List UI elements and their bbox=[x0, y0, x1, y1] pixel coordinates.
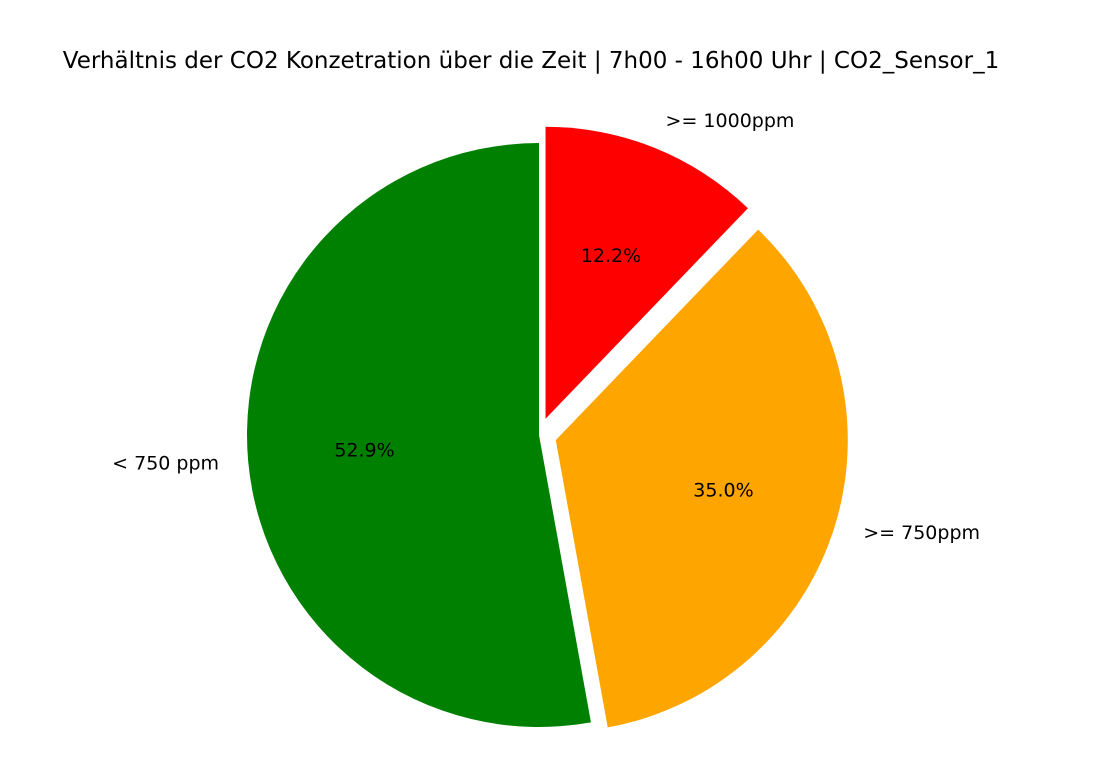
pie-slice-label-2: >= 1000ppm bbox=[666, 110, 795, 132]
chart-title: Verhältnis der CO2 Konzetration über die… bbox=[63, 48, 999, 74]
pie-slice-label-0: < 750 ppm bbox=[112, 453, 219, 475]
pie-slice-label-1: >= 750ppm bbox=[863, 522, 980, 544]
slices-group bbox=[247, 126, 848, 728]
slice-labels-group: < 750 ppm >= 750ppm >= 1000ppm bbox=[112, 110, 980, 544]
pie-percent-label-1: 35.0% bbox=[693, 480, 753, 502]
pie-slice-2 bbox=[545, 126, 748, 419]
pie-percent-label-0: 52.9% bbox=[334, 440, 394, 462]
pie-slice-1 bbox=[555, 229, 848, 728]
percent-labels-group: 52.9% 35.0% 12.2% bbox=[334, 245, 753, 502]
pie-percent-label-2: 12.2% bbox=[581, 245, 641, 267]
pie-slice-0 bbox=[247, 143, 591, 727]
